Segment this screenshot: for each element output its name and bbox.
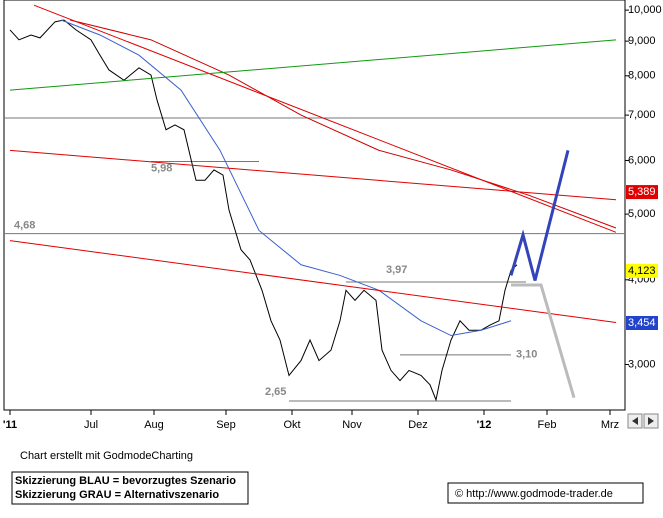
url-box bbox=[447, 482, 644, 504]
y-tick-label: 8,000 bbox=[628, 70, 656, 82]
legend-box bbox=[11, 471, 249, 505]
legend-text: Skizzierung BLAU = bevorzugtes Szenario bbox=[15, 475, 236, 487]
series-line bbox=[9, 39, 617, 91]
price-tag bbox=[626, 315, 658, 330]
x-tick-label: Dez bbox=[408, 419, 428, 431]
series-line bbox=[511, 283, 576, 399]
url: © http://www.godmode-trader.de bbox=[455, 488, 613, 500]
scroll-buttons[interactable] bbox=[627, 413, 659, 429]
x-tick-label: Jul bbox=[84, 419, 98, 431]
series-line bbox=[69, 19, 617, 229]
x-tick-label: Feb bbox=[538, 419, 557, 431]
plot-frame bbox=[3, 0, 626, 411]
y-tick-label: 5,000 bbox=[628, 208, 656, 220]
x-tick-label: '11 bbox=[3, 419, 17, 431]
level-label: 3,97 bbox=[386, 264, 407, 276]
y-tick-label: 3,000 bbox=[628, 358, 656, 370]
arrow-icon bbox=[632, 417, 638, 425]
series-line bbox=[9, 149, 617, 201]
price-tag-label: 3,454 bbox=[628, 317, 656, 329]
price-tag-label: 4,123 bbox=[628, 265, 656, 277]
y-tick-label: 10,000 bbox=[628, 4, 662, 16]
series-line bbox=[33, 4, 617, 233]
series-line bbox=[9, 19, 518, 402]
x-tick-label: Nov bbox=[342, 419, 362, 431]
price-tag-label: 5,389 bbox=[628, 186, 656, 198]
x-tick-label: Sep bbox=[216, 419, 236, 431]
series-line bbox=[509, 149, 570, 281]
x-tick-label: Mrz bbox=[601, 419, 619, 431]
level-label: 5,98 bbox=[151, 162, 172, 174]
legend-text: Skizzierung GRAU = Alternativszenario bbox=[15, 489, 219, 501]
level-label: 4,68 bbox=[14, 219, 35, 231]
level-label: 3,10 bbox=[516, 349, 537, 361]
x-tick-label: Aug bbox=[144, 419, 164, 431]
arrow-icon bbox=[648, 417, 654, 425]
y-tick-label: 7,000 bbox=[628, 109, 656, 121]
x-tick-label: Okt bbox=[283, 419, 300, 431]
credit: Chart erstellt mit GodmodeCharting bbox=[20, 450, 193, 462]
series-line bbox=[9, 240, 617, 323]
x-tick-label: '12 bbox=[477, 419, 492, 431]
price-tag bbox=[626, 263, 658, 278]
price-tag bbox=[626, 185, 658, 200]
y-tick-label: 6,000 bbox=[628, 154, 656, 166]
level-label: 2,65 bbox=[265, 386, 286, 398]
series-line bbox=[60, 19, 512, 337]
y-tick-label: 9,000 bbox=[628, 35, 656, 47]
